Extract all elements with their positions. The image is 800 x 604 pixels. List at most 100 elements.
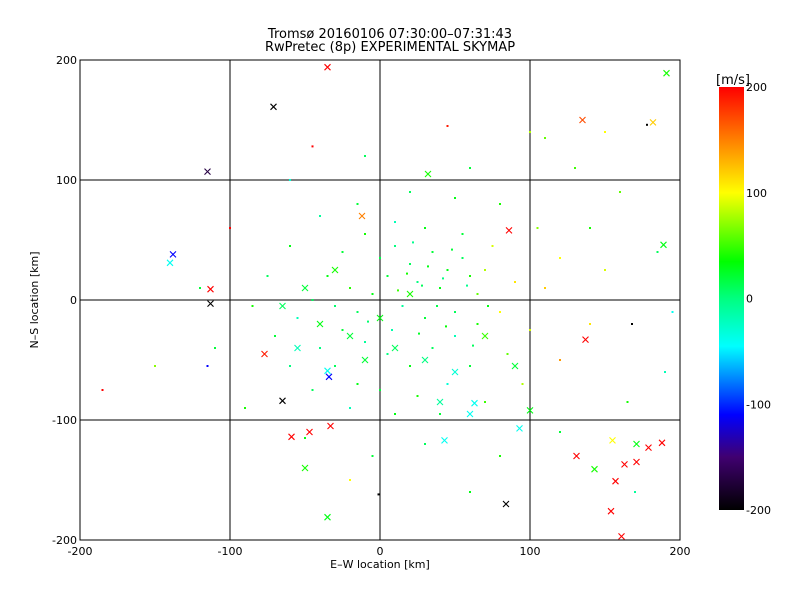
x-axis-label: E–W location [km] xyxy=(330,558,430,571)
data-point-dot xyxy=(251,305,254,307)
data-point-dot xyxy=(274,335,276,337)
data-point-dot xyxy=(487,305,489,307)
data-point-dot xyxy=(529,131,531,133)
data-point-cross xyxy=(573,452,580,460)
data-point-cross xyxy=(609,437,616,444)
data-point-cross xyxy=(324,367,331,375)
data-point-dot xyxy=(454,311,456,313)
data-point-cross xyxy=(169,251,177,258)
x-tick-label: -200 xyxy=(68,545,93,558)
data-point-cross xyxy=(294,344,301,352)
data-point-dot xyxy=(289,179,291,181)
data-point-dot xyxy=(311,299,314,301)
data-point-cross xyxy=(582,336,589,343)
data-point-dot xyxy=(364,341,366,343)
y-tick-label: 0 xyxy=(70,294,77,307)
data-point-dot xyxy=(514,281,516,283)
colorbar xyxy=(719,87,744,510)
data-point-dot xyxy=(466,284,468,287)
data-point-cross xyxy=(591,465,598,473)
data-point-dot xyxy=(206,365,209,367)
grid-lines xyxy=(80,60,680,540)
data-point-dot xyxy=(544,137,546,139)
y-tick-label: -200 xyxy=(52,534,77,547)
data-point-cross xyxy=(511,362,519,370)
data-point-dot xyxy=(341,329,344,331)
data-point-cross xyxy=(270,103,277,111)
data-point-dot xyxy=(349,407,351,409)
data-point-cross xyxy=(505,227,513,234)
data-point-dot xyxy=(559,359,561,361)
data-point-cross xyxy=(301,284,309,292)
data-point-dot xyxy=(446,125,449,127)
data-point-dot xyxy=(199,287,201,289)
data-point-dot xyxy=(214,347,216,349)
data-point-dot xyxy=(394,245,396,247)
data-point-dot xyxy=(391,329,393,331)
colorbar-label: [m/s] xyxy=(716,73,750,88)
data-point-dot xyxy=(319,347,321,349)
data-point-dot xyxy=(559,431,561,433)
data-point-cross xyxy=(660,241,667,249)
data-point-dot xyxy=(461,257,464,259)
data-point-cross xyxy=(481,332,489,340)
data-point-dot xyxy=(484,269,486,271)
data-point-dot xyxy=(499,203,501,205)
data-point-dot xyxy=(604,131,606,133)
data-point-cross xyxy=(633,458,640,466)
data-point-dot xyxy=(536,227,539,229)
data-point-cross xyxy=(279,302,286,310)
data-point-dot xyxy=(454,335,456,337)
data-point-dot xyxy=(367,320,369,323)
data-point-dot xyxy=(656,251,659,253)
data-point-dot xyxy=(544,287,546,289)
data-point-cross xyxy=(207,285,214,293)
data-point-dot xyxy=(439,287,441,289)
data-point-cross xyxy=(306,428,313,436)
data-point-dot xyxy=(304,437,306,439)
data-point-dot xyxy=(484,401,486,403)
data-point-dot xyxy=(356,203,359,205)
data-point-dot xyxy=(356,311,359,313)
data-point-dot xyxy=(364,233,366,235)
data-point-cross xyxy=(166,259,174,267)
data-point-dot xyxy=(349,287,351,289)
data-point-dot xyxy=(446,383,449,385)
data-point-dot xyxy=(446,269,449,271)
data-point-cross xyxy=(658,439,666,447)
data-point-dot xyxy=(506,353,509,355)
data-point-dot xyxy=(431,347,434,349)
data-point-dot xyxy=(469,275,471,277)
data-point-cross xyxy=(331,266,339,274)
data-point-dot xyxy=(266,275,269,277)
x-tick-label: 100 xyxy=(520,545,541,558)
data-point-cross xyxy=(204,168,211,175)
data-point-dot xyxy=(349,479,351,481)
data-point-cross xyxy=(471,399,478,407)
data-point-dot xyxy=(326,275,329,277)
data-point-dot xyxy=(406,272,408,275)
colorbar-tick-label: 200 xyxy=(746,81,767,94)
data-point-cross xyxy=(607,507,615,515)
colorbar-tick-label: -200 xyxy=(746,504,771,517)
data-point-dot xyxy=(311,389,314,391)
data-point-cross xyxy=(346,332,354,340)
colorbar-tick-label: 100 xyxy=(746,187,767,200)
x-tick-label: -100 xyxy=(218,545,243,558)
y-tick-label: -100 xyxy=(52,414,77,427)
data-point-dot xyxy=(589,323,591,325)
data-point-dot xyxy=(424,443,426,445)
data-point-dot xyxy=(469,365,471,367)
data-point-cross xyxy=(316,320,324,328)
data-point-dot xyxy=(418,332,420,335)
data-point-dot xyxy=(334,365,336,367)
data-point-dot xyxy=(454,197,456,199)
data-point-dot xyxy=(409,263,411,265)
data-point-dot xyxy=(646,123,648,126)
data-point-dot xyxy=(574,167,576,169)
chart-subtitle: RwPretec (8p) EXPERIMENTAL SKYMAP xyxy=(265,40,515,55)
data-point-dot xyxy=(469,491,471,493)
data-point-cross xyxy=(324,63,331,71)
data-point-cross xyxy=(663,69,670,77)
data-point-dot xyxy=(412,241,414,244)
